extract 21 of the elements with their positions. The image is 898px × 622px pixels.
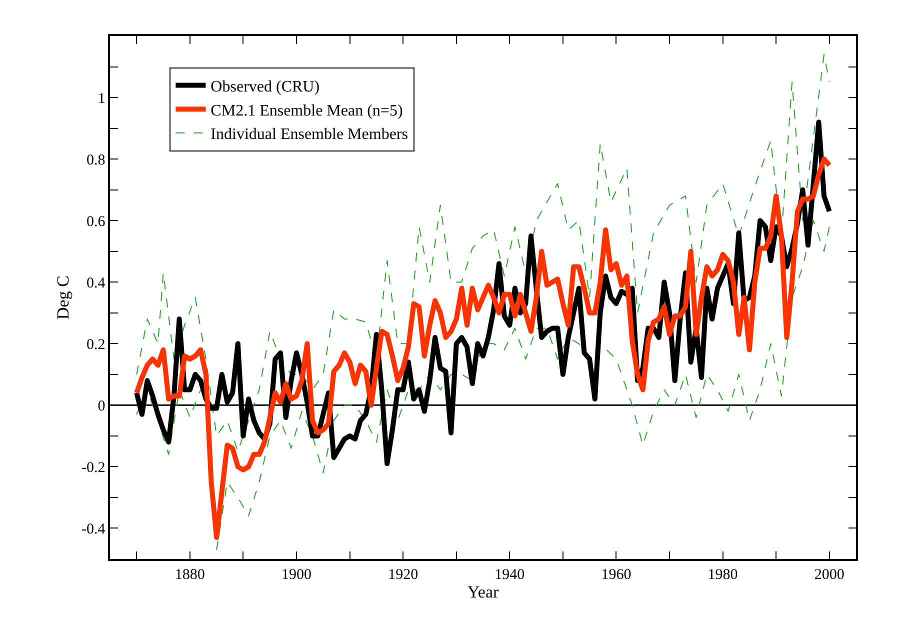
- x-tick-label: 1960: [601, 566, 632, 583]
- y-tick-label: 0.2: [86, 336, 106, 353]
- y-tick-label: 1: [98, 90, 106, 107]
- legend-label: CM2.1 Ensemble Mean (n=5): [210, 102, 403, 120]
- legend-label: Individual Ensemble Members: [210, 126, 408, 144]
- y-tick-label: -0.2: [82, 460, 106, 476]
- line-series: [136, 54, 830, 452]
- x-tick-label: 1940: [494, 566, 525, 583]
- x-tick-label: 2000: [814, 566, 844, 583]
- x-tick-label: 1880: [174, 566, 205, 583]
- y-tick-label: 0.4: [86, 275, 106, 292]
- x-axis-title: Year: [467, 582, 499, 602]
- x-tick-label: 1920: [388, 566, 418, 583]
- legend-label: Observed (CRU): [210, 78, 320, 96]
- y-axis-title: Deg C: [54, 276, 73, 320]
- y-tick-label: -0.4: [82, 521, 106, 538]
- y-tick-label: 0.8: [86, 152, 106, 168]
- x-tick-label: 1980: [708, 566, 738, 583]
- y-tick-label: 0: [98, 398, 106, 414]
- y-tick-label: 0.6: [86, 214, 106, 230]
- x-tick-label: 1900: [282, 566, 312, 583]
